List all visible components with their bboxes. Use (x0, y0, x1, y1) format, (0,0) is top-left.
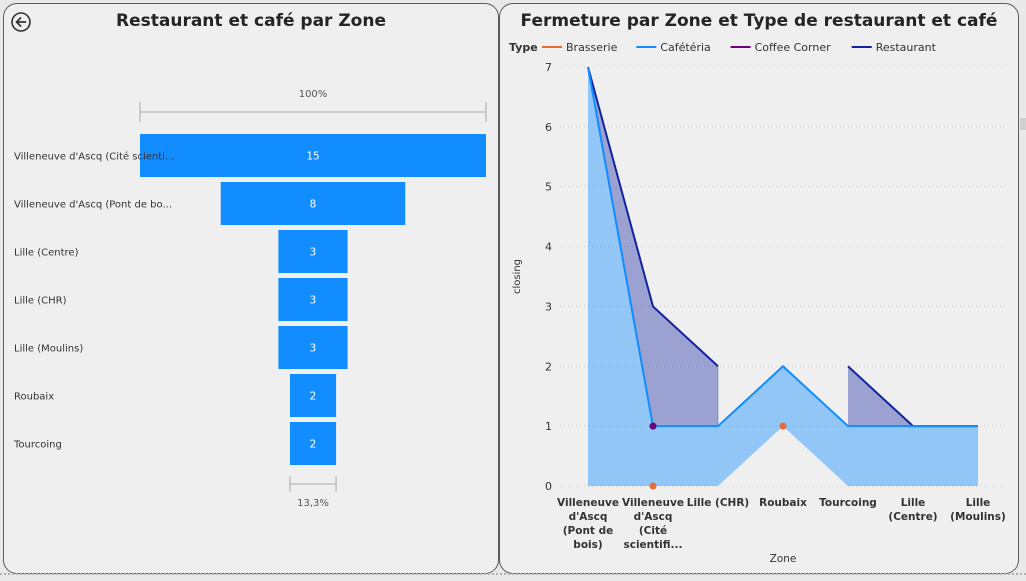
x-tick-label: (Centre) (888, 511, 937, 523)
funnel-bottom-percent: 13,3% (297, 498, 329, 509)
funnel-category-label: Lille (Centre) (14, 248, 79, 259)
x-tick-label: Lille (901, 497, 926, 509)
funnel-category-label: Roubaix (14, 392, 54, 403)
x-tick-label: Lille (966, 497, 991, 509)
marker-brasserie (779, 422, 787, 430)
x-tick-label: (Moulins) (950, 511, 1006, 523)
area-title: Fermeture par Zone et Type de restaurant… (520, 11, 998, 31)
x-tick-label: (Cité (639, 525, 667, 537)
x-tick-label: Villeneuve (557, 497, 619, 509)
funnel-category-label: Lille (CHR) (14, 296, 67, 307)
y-tick-label: 2 (545, 360, 552, 373)
x-tick-label: d'Ascq (634, 511, 673, 523)
y-tick-label: 0 (545, 480, 552, 493)
funnel-bar (289, 422, 337, 465)
funnel-top-bracket (139, 102, 487, 122)
area-restaurant (848, 366, 978, 427)
line-restaurant (587, 66, 719, 368)
funnel-bar-value: 2 (310, 439, 317, 451)
y-tick-label: 7 (545, 61, 552, 74)
funnel-chart: 100% 15 Villeneuve d'Ascq (Cité scienti...… (13, 89, 487, 509)
y-tick-label: 1 (545, 420, 552, 433)
funnel-bar (220, 182, 406, 225)
y-tick-label: 5 (545, 181, 552, 194)
funnel-bar (289, 374, 337, 417)
area-panel: Fermeture par Zone et Type de restaurant… (499, 3, 1019, 574)
x-tick-label: bois) (573, 539, 602, 551)
funnel-bar (140, 134, 486, 177)
x-tick-label: Lille (CHR) (687, 497, 749, 509)
funnel-bar (278, 230, 348, 273)
funnel-bar-value: 3 (310, 343, 317, 355)
funnel-category-label: Villeneuve d'Ascq (Cité scienti... (14, 151, 174, 163)
funnel-category-label: Tourcoing (13, 440, 62, 451)
x-tick-label: (Pont de (563, 525, 614, 537)
funnel-bar-value: 15 (306, 151, 319, 163)
page-bottom-divider (0, 573, 1026, 579)
x-axis-title: Zone (770, 553, 797, 565)
funnel-bar-value: 3 (310, 247, 317, 259)
marker-coffee-corner (649, 422, 657, 430)
funnel-title: Restaurant et café par Zone (116, 11, 386, 31)
area-gap (718, 426, 848, 486)
y-tick-label: 4 (545, 241, 552, 254)
funnel-bar-value: 8 (310, 199, 317, 211)
legend-item-label: Brasserie (566, 41, 618, 54)
x-tick-label: scientifi... (623, 539, 682, 551)
legend-item-label: Coffee Corner (755, 41, 832, 54)
funnel-top-percent: 100% (299, 89, 328, 100)
area-cafeteria (588, 67, 978, 486)
funnel-category-label: Villeneuve d'Ascq (Pont de bo... (14, 200, 172, 211)
legend-title: Type (509, 41, 538, 54)
legend-item-label: Restaurant (876, 41, 937, 54)
y-tick-label: 6 (545, 121, 552, 134)
funnel-bar (278, 278, 348, 321)
funnel-bar-value: 2 (310, 391, 317, 403)
y-tick-label: 3 (545, 300, 552, 313)
area-chart: Type Brasserie Cafétéria Coffee Corner Resta… (509, 41, 1008, 565)
funnel-bottom-bracket (289, 476, 337, 492)
x-tick-label: Tourcoing (819, 497, 877, 509)
back-arrow-icon[interactable] (11, 12, 31, 32)
scroll-edge[interactable] (1020, 118, 1026, 130)
legend-item-label: Cafétéria (660, 41, 710, 54)
x-tick-label: d'Ascq (569, 511, 608, 523)
funnel-category-label: Lille (Moulins) (14, 344, 83, 355)
x-tick-label: Roubaix (759, 497, 807, 509)
funnel-bar (278, 326, 348, 369)
funnel-panel: Restaurant et café par Zone 100% 15 Villen… (3, 3, 499, 574)
y-axis-title: closing (512, 259, 523, 294)
marker-brasserie (649, 482, 657, 490)
x-tick-label: Villeneuve (622, 497, 684, 509)
funnel-bar-value: 3 (310, 295, 317, 307)
